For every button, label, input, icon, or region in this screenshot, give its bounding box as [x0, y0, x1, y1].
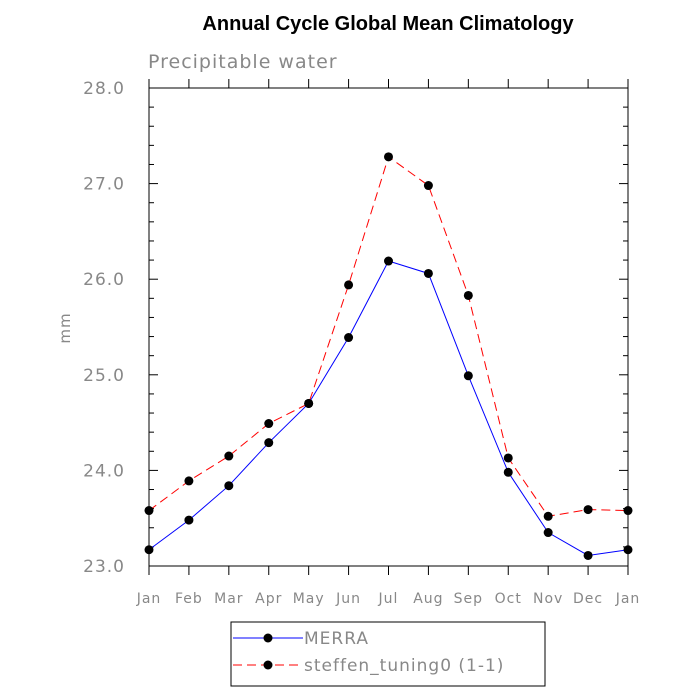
series-0-point — [543, 528, 553, 538]
x-tick-label: Sep — [454, 591, 483, 607]
series-1-point — [144, 506, 154, 516]
y-tick-label: 26.0 — [83, 270, 125, 290]
series-1-point — [463, 290, 473, 300]
series-0-point — [144, 545, 154, 555]
x-axis-ticks: Jan Feb Mar Apr May Jun Jul Aug Sep Oct Nov Dec Jan — [136, 79, 641, 607]
x-tick-label: Aug — [413, 591, 443, 607]
legend-swatch-merra-marker — [263, 633, 273, 643]
series-1-point — [384, 152, 393, 162]
series-0-point — [423, 268, 433, 278]
legend-label-steffen: steffen_tuning0 (1-1) — [304, 656, 504, 676]
chart-subtitle: Precipitable water — [148, 51, 338, 73]
series-1-point — [623, 506, 633, 516]
series-1-point — [304, 398, 314, 408]
x-tick-label: May — [293, 591, 325, 607]
x-tick-label: Jan — [615, 591, 641, 607]
x-tick-label: Oct — [495, 591, 522, 607]
series-0-point — [264, 438, 274, 448]
series-line-1 — [148, 156, 629, 517]
series-1-point — [344, 280, 354, 290]
chart-title: Annual Cycle Global Mean Climatology — [202, 13, 574, 35]
legend-box — [230, 621, 546, 687]
legend-label-merra: MERRA — [304, 629, 369, 649]
series-0-point — [384, 256, 393, 266]
series-1-point — [503, 453, 513, 463]
y-axis-ticks: 23.0 24.0 25.0 26.0 27.0 28.0 — [83, 79, 628, 577]
y-tick-label: 28.0 — [83, 79, 125, 99]
series-1-point — [423, 181, 433, 191]
series-0-point — [463, 371, 473, 381]
y-tick-label: 24.0 — [83, 461, 125, 481]
series-line-0 — [148, 260, 629, 557]
x-tick-label: Dec — [573, 591, 603, 607]
y-tick-label: 25.0 — [83, 366, 125, 386]
x-tick-label: Jul — [378, 591, 399, 607]
x-tick-label: Feb — [175, 591, 203, 607]
y-tick-label: 27.0 — [83, 175, 125, 195]
series-1-point — [224, 451, 234, 461]
x-tick-label: Nov — [533, 591, 563, 607]
y-tick-label: 23.0 — [83, 557, 125, 577]
series-1-point — [583, 505, 593, 515]
series-0-point — [344, 333, 354, 343]
series-0-point — [224, 481, 234, 491]
x-tick-label: Apr — [255, 591, 282, 607]
series-1-point — [264, 419, 274, 429]
x-tick-label: Mar — [214, 591, 243, 607]
series-layer — [144, 152, 633, 560]
legend-swatch-steffen-marker — [263, 660, 273, 670]
series-1-point — [184, 476, 194, 486]
series-1-point — [543, 511, 553, 521]
series-0-point — [623, 545, 633, 555]
x-tick-label: Jun — [335, 591, 361, 607]
y-axis-label: mm — [56, 312, 74, 343]
series-0-point — [184, 515, 194, 525]
x-tick-label: Jan — [136, 591, 162, 607]
legend: MERRA steffen_tuning0 (1-1) — [230, 621, 546, 687]
series-0-point — [583, 550, 593, 560]
series-0-point — [503, 467, 513, 477]
